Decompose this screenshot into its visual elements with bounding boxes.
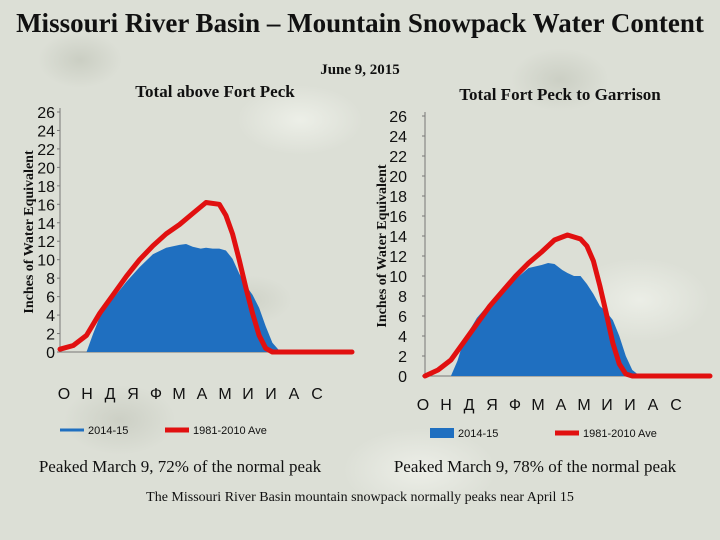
x-category-label: И	[624, 397, 636, 414]
y-tick-label: 16	[389, 209, 407, 226]
y-tick-label: 6	[46, 290, 55, 307]
y-tick-label: 18	[37, 179, 55, 196]
y-tick-label: 26	[389, 109, 407, 126]
y-tick-label: 18	[389, 189, 407, 206]
y-tick-label: 8	[398, 289, 407, 306]
x-category-label: М	[531, 397, 544, 414]
y-tick-label: 0	[46, 345, 55, 362]
y-tick-label: 4	[46, 308, 55, 325]
x-category-label: М	[218, 386, 231, 403]
y-axis-label: Inches of Water Equivalent	[22, 150, 37, 314]
y-tick-label: 4	[398, 329, 407, 346]
y-tick-label: 2	[46, 327, 55, 344]
chart-title-left: Total above Fort Peck	[135, 82, 295, 101]
y-tick-label: 12	[37, 234, 55, 251]
x-category-label: Н	[81, 386, 93, 403]
y-tick-label: 20	[389, 169, 407, 186]
x-category-label: А	[197, 386, 208, 403]
x-category-label: А	[556, 397, 567, 414]
legend-swatch-2014-15	[430, 428, 454, 438]
y-tick-label: 12	[389, 249, 407, 266]
x-category-label: Д	[464, 397, 475, 414]
x-category-label: Д	[105, 386, 116, 403]
y-tick-label: 22	[389, 149, 407, 166]
x-category-label: А	[289, 386, 300, 403]
series-2014-15-area	[450, 263, 646, 376]
legend-label: 1981-2010 Ave	[583, 428, 657, 440]
x-category-label: М	[577, 397, 590, 414]
series-2014-15-area	[86, 244, 286, 352]
y-tick-label: 14	[389, 229, 407, 246]
y-axis-label: Inches of Water Equivalent	[375, 164, 390, 328]
x-category-label: Я	[127, 386, 139, 403]
footnote: The Missouri River Basin mountain snowpa…	[146, 490, 574, 505]
y-tick-label: 24	[37, 123, 55, 140]
x-category-label: Я	[486, 397, 498, 414]
x-category-label: И	[242, 386, 254, 403]
page-title: Missouri River Basin – Mountain Snowpack…	[16, 8, 704, 38]
y-tick-label: 10	[389, 269, 407, 286]
y-tick-label: 2	[398, 349, 407, 366]
x-category-label: И	[601, 397, 613, 414]
x-category-label: Н	[440, 397, 452, 414]
y-tick-label: 22	[37, 142, 55, 159]
report-date: June 9, 2015	[320, 62, 400, 78]
x-category-label: С	[670, 397, 682, 414]
chart-title-right: Total Fort Peck to Garrison	[459, 85, 661, 104]
y-tick-label: 26	[37, 105, 55, 122]
legend-label: 2014-15	[458, 428, 498, 440]
legend-label: 2014-15	[88, 425, 128, 437]
peak-note-left: Peaked March 9, 72% of the normal peak	[38, 457, 322, 476]
series-normal-average-line	[422, 232, 713, 379]
y-tick-label: 24	[389, 129, 407, 146]
x-category-label: С	[311, 386, 323, 403]
y-tick-label: 6	[398, 309, 407, 326]
y-tick-label: 8	[46, 271, 55, 288]
x-category-label: И	[265, 386, 277, 403]
x-category-label: Ф	[509, 397, 521, 414]
x-category-label: А	[648, 397, 659, 414]
x-category-label: О	[58, 386, 70, 403]
series-normal-average-line	[57, 200, 355, 355]
x-category-label: О	[417, 397, 429, 414]
y-tick-label: 20	[37, 160, 55, 177]
x-category-label: М	[172, 386, 185, 403]
x-category-label: Ф	[150, 386, 162, 403]
y-tick-label: 16	[37, 197, 55, 214]
y-tick-label: 0	[398, 369, 407, 386]
peak-note-right: Peaked March 9, 78% of the normal peak	[393, 457, 677, 476]
y-tick-label: 14	[37, 216, 55, 233]
y-tick-label: 10	[37, 253, 55, 270]
legend-label: 1981-2010 Ave	[193, 425, 267, 437]
